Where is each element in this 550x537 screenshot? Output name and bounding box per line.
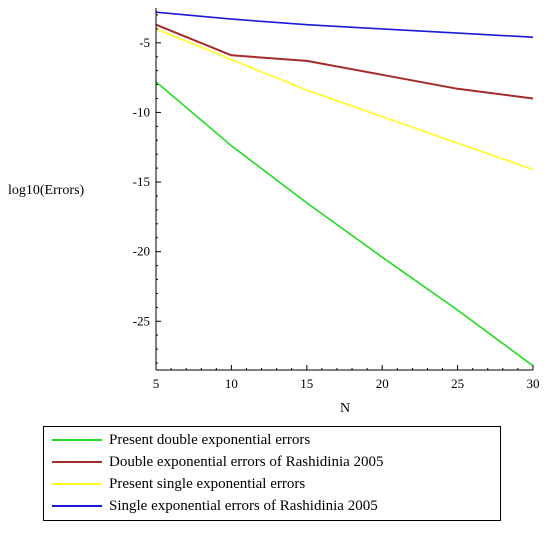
x-axis-ticks: 5 10 15 20 25 30: [153, 365, 540, 391]
legend: Present double exponential errors Double…: [43, 426, 501, 521]
series-line: [155, 11, 534, 38]
legend-swatch: [52, 461, 102, 463]
series-line: [155, 28, 534, 171]
legend-label: Double exponential errors of Rashidinia …: [109, 453, 384, 470]
legend-item: Double exponential errors of Rashidinia …: [52, 451, 384, 473]
x-tick-label: 30: [527, 376, 540, 391]
legend-label: Present single exponential errors: [109, 475, 306, 492]
legend-swatch: [52, 439, 102, 441]
x-tick-label: 20: [376, 376, 389, 391]
y-tick-label: -5: [139, 35, 150, 50]
x-tick-label: 10: [225, 376, 238, 391]
y-tick-label: -15: [133, 174, 150, 189]
y-axis-ticks: -5 -10 -15 -20 -25: [133, 14, 161, 364]
legend-item: Present single exponential errors: [52, 473, 305, 495]
legend-swatch: [52, 505, 102, 507]
legend-item: Single exponential errors of Rashidinia …: [52, 495, 378, 517]
legend-label: Present double exponential errors: [109, 431, 311, 448]
y-axis-label: log10(Errors): [8, 183, 85, 198]
series-line: [155, 23, 534, 100]
legend-label: Single exponential errors of Rashidinia …: [109, 497, 378, 514]
legend-swatch: [52, 483, 102, 485]
y-tick-label: -25: [133, 313, 150, 328]
plot-area: [155, 11, 534, 367]
chart: 5 10 15 20 25 30 -5 -10 -15 -20 -25 N log10(Error…: [8, 8, 540, 416]
x-tick-label: 25: [451, 376, 464, 391]
y-tick-label: -20: [133, 244, 150, 259]
x-axis-label: N: [340, 401, 350, 416]
y-tick-label: -10: [133, 104, 150, 119]
legend-item: Present double exponential errors: [52, 429, 310, 451]
x-tick-label: 15: [300, 376, 313, 391]
x-tick-label: 5: [153, 376, 160, 391]
series-line: [155, 81, 534, 367]
